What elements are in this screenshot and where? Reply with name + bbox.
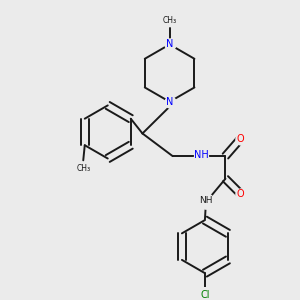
Text: O: O	[237, 189, 244, 199]
Text: NH: NH	[199, 196, 213, 205]
Text: CH₃: CH₃	[163, 16, 177, 25]
Text: Cl: Cl	[200, 290, 210, 300]
Text: CH₃: CH₃	[76, 164, 90, 173]
Text: N: N	[166, 39, 173, 50]
Text: N: N	[166, 97, 173, 107]
Text: O: O	[237, 134, 244, 144]
Text: NH: NH	[194, 150, 209, 160]
